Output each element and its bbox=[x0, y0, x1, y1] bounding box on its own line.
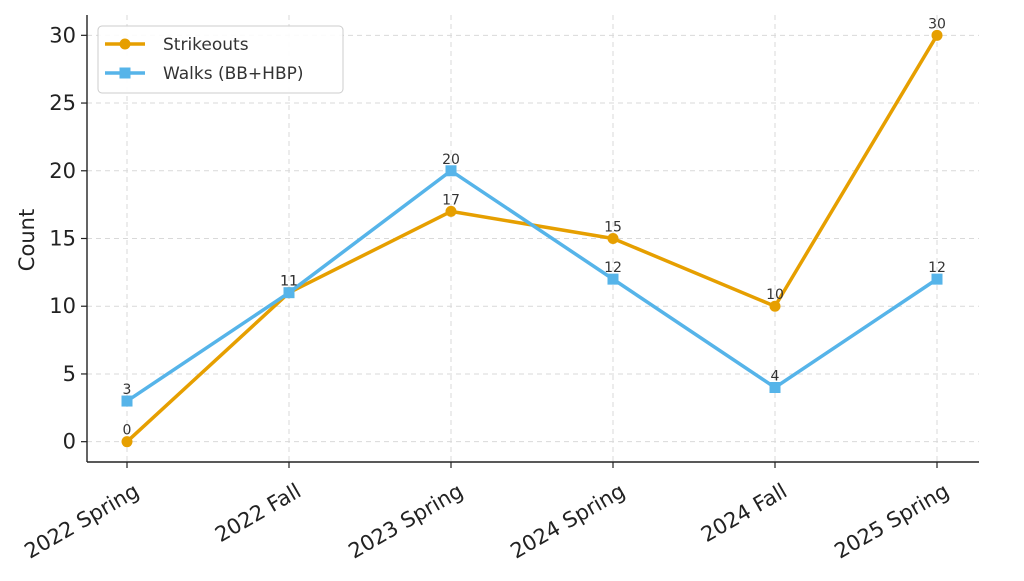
legend-item: Strikeouts bbox=[105, 35, 249, 55]
data-point bbox=[445, 205, 457, 217]
x-tick-label: 2024 Spring bbox=[506, 479, 629, 564]
data-point bbox=[607, 273, 619, 285]
legend-marker bbox=[119, 38, 131, 50]
legend-label: Walks (BB+HBP) bbox=[163, 64, 304, 84]
legend-box bbox=[97, 25, 344, 94]
y-axis-label: Count bbox=[15, 209, 39, 271]
data-point bbox=[121, 395, 133, 407]
y-tick-label: 30 bbox=[49, 23, 76, 47]
legend-item: Walks (BB+HBP) bbox=[105, 64, 304, 84]
y-tick-label: 0 bbox=[63, 430, 76, 454]
y-tick-label: 5 bbox=[63, 362, 76, 386]
data-label: 11 bbox=[280, 274, 298, 290]
legend-label: Strikeouts bbox=[163, 35, 249, 55]
x-tick-label: 2023 Spring bbox=[344, 479, 467, 564]
y-tick-label: 20 bbox=[49, 159, 76, 183]
legend-marker bbox=[119, 67, 131, 79]
y-tick-label: 25 bbox=[49, 91, 76, 115]
data-point bbox=[931, 273, 943, 285]
data-label: 4 bbox=[771, 369, 780, 385]
x-tick-label: 2024 Fall bbox=[697, 479, 791, 547]
y-tick-label: 10 bbox=[49, 294, 76, 318]
data-label: 10 bbox=[766, 287, 784, 303]
series-line bbox=[126, 169, 938, 403]
data-label: 11 bbox=[280, 274, 298, 290]
data-point bbox=[607, 233, 619, 244]
data-label: 12 bbox=[928, 260, 946, 276]
data-point bbox=[445, 165, 457, 177]
series-walks-bb-hbp-: 3 11 20 12 4 12 bbox=[121, 152, 946, 407]
data-label: 20 bbox=[442, 152, 460, 168]
data-label: 3 bbox=[123, 382, 132, 398]
data-point bbox=[769, 300, 781, 312]
x-tick-label: 2022 Fall bbox=[211, 479, 305, 547]
data-label: 0 bbox=[123, 423, 132, 439]
data-point bbox=[283, 287, 295, 299]
series-layer: 0 11 17 15 10 30 3 11 20 12 4 12 bbox=[121, 16, 946, 448]
data-label: 15 bbox=[604, 220, 622, 236]
data-point bbox=[121, 436, 133, 448]
data-point bbox=[769, 382, 781, 393]
data-point bbox=[931, 29, 943, 41]
x-tick-label: 2025 Spring bbox=[830, 479, 953, 564]
legend: Strikeouts Walks (BB+HBP) bbox=[97, 25, 344, 94]
data-label: 12 bbox=[604, 260, 622, 276]
x-tick-label: 2022 Spring bbox=[20, 479, 143, 564]
data-label: 30 bbox=[928, 16, 946, 32]
y-tick-label: 15 bbox=[49, 227, 76, 251]
data-label: 17 bbox=[442, 192, 460, 208]
